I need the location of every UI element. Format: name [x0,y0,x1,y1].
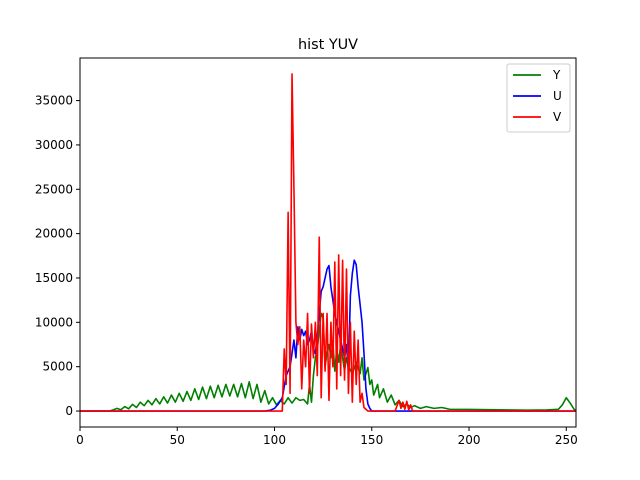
legend-label-y: Y [552,68,561,82]
axes-layer: 0 50 100 150 200 250 0 5000 10000 15000 20000 25000… [35,94,578,447]
x-tick-label: 150 [360,433,383,447]
series-layer [80,73,577,412]
x-tick-label: 50 [170,433,185,447]
y-tick-label: 35000 [35,94,73,108]
y-tick-label: 25000 [35,182,73,196]
x-tick-label: 250 [555,433,578,447]
legend-box [506,63,571,133]
y-tick-label: 15000 [35,271,73,285]
x-tick-label: 0 [76,433,84,447]
series-line-v [80,73,576,412]
chart-title: hist YUV [298,37,358,53]
y-tick-label: 20000 [35,227,73,241]
legend: YUV [506,63,571,133]
y-tick-label: 10000 [35,315,73,329]
plot-frame [79,57,577,428]
y-tick-label: 30000 [35,138,73,152]
x-tick-label: 100 [263,433,286,447]
y-tick-label: 0 [65,404,73,418]
legend-label-u: U [553,89,562,103]
legend-label-v: V [553,110,562,124]
x-tick-label: 200 [458,433,481,447]
y-tick-label: 5000 [42,360,73,374]
